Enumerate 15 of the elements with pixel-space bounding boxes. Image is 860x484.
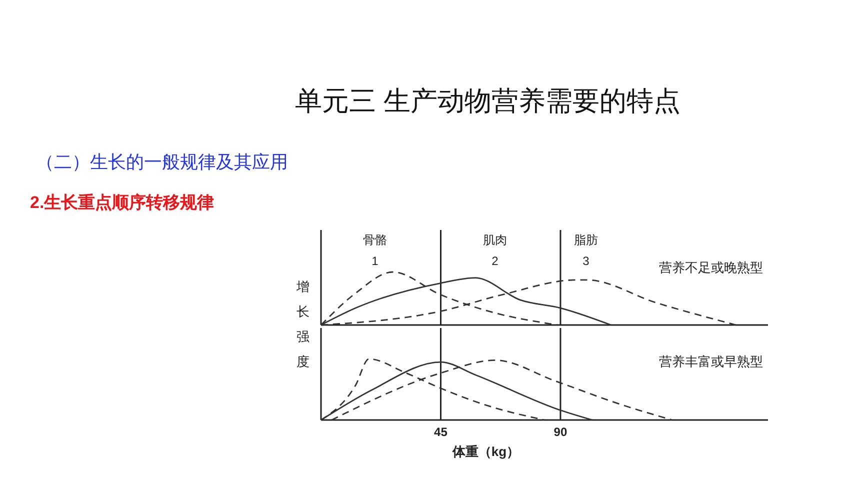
x-axis-title: 体重（kg） bbox=[451, 444, 520, 459]
text: 3 bbox=[582, 254, 590, 268]
annotation: 营养不足或晚熟型 bbox=[659, 260, 763, 275]
text: 2 bbox=[492, 254, 499, 268]
text: （二）生长的一般规律及其应用 bbox=[36, 152, 288, 172]
x-tick-label: 90 bbox=[554, 425, 568, 439]
text: 2.生长重点顺序转移规律 bbox=[30, 193, 214, 212]
text: 脂肪 bbox=[574, 233, 598, 247]
text: 1 bbox=[372, 254, 379, 268]
chart-title: 单元三 生产动物营养需要的特点 bbox=[295, 86, 681, 116]
annotation: 营养丰富或早熟型 bbox=[659, 354, 763, 369]
y-axis-title: 增长强度 bbox=[296, 279, 310, 369]
text: 骨骼 bbox=[363, 233, 387, 247]
text: 肌肉 bbox=[483, 233, 507, 247]
x-tick-label: 45 bbox=[434, 425, 448, 439]
